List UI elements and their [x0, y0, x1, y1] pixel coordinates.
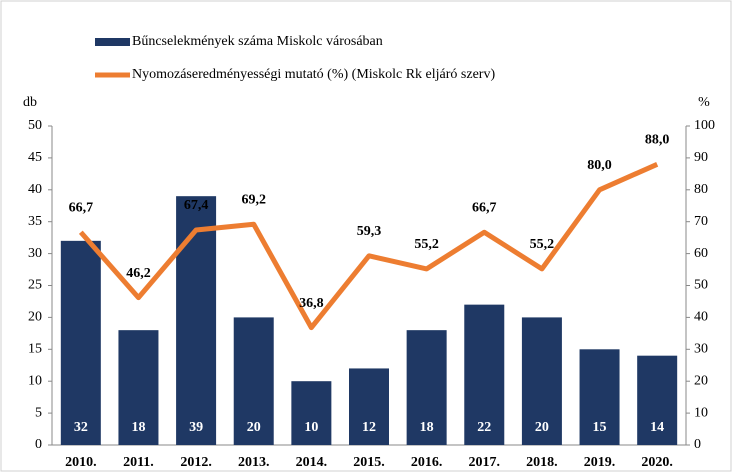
line-value-label: 66,7 — [69, 200, 94, 215]
line-value-label: 69,2 — [241, 192, 266, 207]
bar — [521, 317, 562, 445]
y-tick-label: 20 — [28, 310, 42, 325]
x-tick-label: 2019. — [584, 455, 616, 470]
y2-tick-label: 30 — [694, 342, 708, 357]
y2-axis-label: % — [698, 95, 710, 110]
line — [78, 161, 659, 331]
bar — [349, 368, 389, 445]
y2-tick-label: 10 — [694, 405, 708, 420]
line-value-label: 55,2 — [530, 237, 555, 252]
x-tick-label: 2011. — [123, 455, 154, 470]
x-tick-label: 2013. — [238, 455, 270, 470]
y-axis-label: db — [23, 95, 37, 110]
bar — [60, 240, 101, 445]
line-value-label: 36,8 — [299, 296, 324, 311]
bar-value-label: 12 — [362, 420, 376, 435]
y-tick-label: 15 — [28, 342, 42, 357]
bar-value-label: 10 — [304, 420, 318, 435]
y2-tick-label: 50 — [694, 278, 708, 293]
y-tick-label: 25 — [28, 278, 42, 293]
y2-tick-label: 70 — [694, 214, 708, 229]
bar-value-label: 20 — [535, 420, 549, 435]
x-tick-label: 2014. — [296, 455, 328, 470]
line-value-label: 88,0 — [645, 132, 670, 147]
x-tick-label: 2015. — [353, 455, 385, 470]
y-tick-label: 40 — [28, 182, 42, 197]
bar — [233, 317, 274, 445]
line-value-label: 46,2 — [126, 266, 151, 281]
bar — [406, 330, 447, 445]
bar — [118, 330, 159, 445]
legend-label: Bűncselekmények száma Miskolc városában — [132, 34, 383, 49]
y-tick-label: 35 — [28, 214, 42, 229]
line-value-label: 55,2 — [414, 237, 439, 252]
x-tick-label: 2010. — [65, 455, 97, 470]
y2-tick-label: 20 — [694, 373, 708, 388]
bar-value-label: 20 — [247, 420, 261, 435]
y-tick-label: 10 — [28, 373, 42, 388]
x-tick-label: 2012. — [180, 455, 212, 470]
bar — [176, 196, 217, 445]
y-tick-label: 50 — [28, 118, 42, 133]
legend-label: Nyomozáseredményességi mutató (%) (Misko… — [132, 67, 495, 82]
y-tick-label: 45 — [28, 150, 42, 165]
bar-value-label: 18 — [131, 420, 145, 435]
bar — [637, 355, 678, 445]
bar-value-label: 14 — [650, 420, 664, 435]
line-value-label: 66,7 — [472, 200, 497, 215]
bar — [291, 381, 332, 445]
y2-tick-label: 100 — [694, 118, 715, 133]
y2-tick-label: 40 — [694, 310, 708, 325]
line-value-label: 67,4 — [184, 198, 209, 213]
bar-value-label: 39 — [189, 420, 203, 435]
bar-value-label: 15 — [593, 420, 607, 435]
y-tick-label: 5 — [35, 405, 42, 420]
bar-value-label: 32 — [74, 420, 88, 435]
x-tick-label: 2018. — [526, 455, 558, 470]
x-tick-label: 2017. — [469, 455, 501, 470]
x-tick-label: 2020. — [641, 455, 673, 470]
y-tick-label: 30 — [28, 246, 42, 261]
y2-tick-label: 90 — [694, 150, 708, 165]
y-tick-label: 0 — [35, 437, 42, 452]
y2-tick-label: 60 — [694, 246, 708, 261]
bar — [579, 349, 620, 445]
bar — [464, 304, 505, 445]
line-value-label: 59,3 — [357, 224, 382, 239]
y2-tick-label: 80 — [694, 182, 708, 197]
bar-value-label: 22 — [477, 420, 491, 435]
bar-value-label: 18 — [420, 420, 434, 435]
x-tick-label: 2016. — [411, 455, 443, 470]
line-value-label: 80,0 — [587, 158, 612, 173]
y2-tick-label: 0 — [694, 437, 701, 452]
legend-swatch — [95, 38, 130, 46]
